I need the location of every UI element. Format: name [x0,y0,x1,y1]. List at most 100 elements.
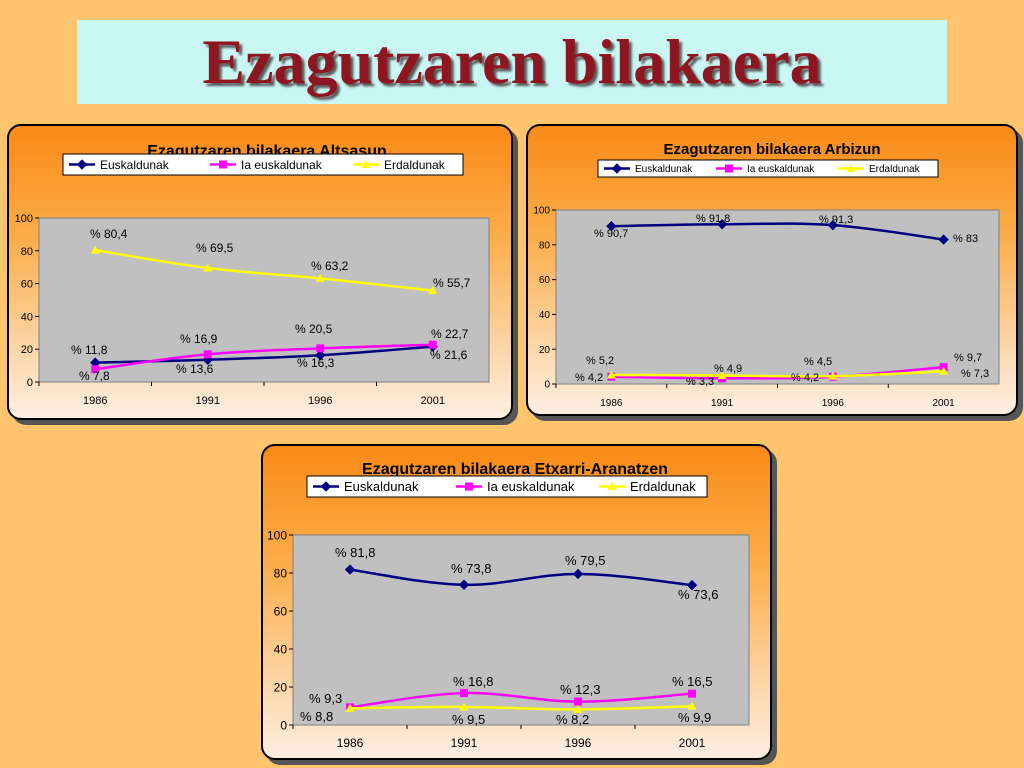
series-line [349,568,693,587]
y-tick-label: 20 [21,344,33,356]
chart-svg: Ezagutzaren bilakaera Arbizun Euskaldunak… [533,141,1000,409]
data-label: % 16,8 [453,674,493,689]
data-label: % 22,7 [431,327,469,341]
data-point [574,697,582,706]
series-line [611,365,944,380]
data-point [203,263,213,272]
data-label: % 73,8 [451,561,491,576]
series-line [349,704,693,711]
legend-marker [361,160,371,168]
data-label: % 13,6 [176,362,214,376]
data-label: % 9,3 [309,691,342,706]
data-label: % 16,3 [297,356,335,370]
y-tick-label: 20 [539,345,551,356]
y-tick-label: 40 [539,310,551,321]
legend-marker [611,163,623,174]
series-line [95,248,433,292]
y-tick-label: 100 [533,206,550,217]
data-label: % 79,5 [565,553,605,568]
data-label: % 4,5 [804,356,832,368]
data-point [717,370,727,379]
data-label: % 5,2 [586,355,614,367]
data-label: % 55,7 [433,276,471,290]
legend-label: Erdaldunak [384,158,446,172]
y-tick-label: 60 [274,604,288,618]
legend-label: Ia euskaldunak [487,479,575,494]
data-point [459,702,469,711]
data-label: % 81,8 [335,545,375,560]
data-point [573,704,583,713]
data-label: % 3,3 [686,376,714,388]
data-label: % 91,3 [819,214,853,226]
data-label: % 4,2 [575,372,603,384]
data-label: % 4,9 [714,363,742,375]
x-tick-label: 2001 [933,398,956,409]
data-label: % 91,8 [696,213,730,225]
data-point [428,286,438,295]
data-point [428,340,437,349]
chart-panel-arbizu: Ezagutzaren bilakaera Arbizun Euskaldunak… [526,124,1018,416]
data-label: % 11,8 [71,343,108,357]
legend-box [306,475,708,498]
x-tick-label: 1996 [308,395,332,407]
data-point [458,579,470,590]
y-tick-label: 100 [15,213,33,225]
data-point [686,579,698,591]
data-label: % 80,4 [90,227,128,241]
page-title: Ezagutzaren bilakaera [202,26,822,97]
data-point [606,220,617,232]
y-tick-label: 100 [267,528,287,542]
legend-label: Euskaldunak [100,158,170,172]
legend-marker [725,164,733,173]
data-label: % 21,6 [430,348,468,362]
y-tick-label: 80 [21,246,33,258]
data-point [460,689,468,698]
data-label: % 90,7 [594,228,628,240]
legend-label: Ia euskaldunak [241,158,323,172]
data-point [716,219,728,230]
y-tick-label: 80 [539,240,551,251]
x-tick-label: 1996 [822,398,845,409]
chart-title: Ezagutzaren bilakaera Etxarri-Aranatzen [362,461,668,478]
legend-marker [846,164,856,172]
series-line [95,343,433,371]
legend-label: Ia euskaldunak [747,164,815,175]
plot-area [292,534,750,726]
legend-marker [320,481,332,492]
y-tick-label: 80 [274,566,288,580]
data-point [91,365,100,374]
plot-area [38,217,490,383]
chart-svg: Ezagutzaren bilakaera Etxarri-AranatzenE… [267,461,750,750]
chart-svg: Ezagutzaren bilakaera AltsasunEuskalduna… [15,143,490,407]
legend-box [62,153,464,176]
data-point [828,371,838,380]
y-tick-label: 40 [274,642,288,656]
data-label: % 9,9 [678,710,711,725]
x-tick-label: 1996 [565,736,592,750]
x-tick-label: 1986 [600,398,623,409]
data-label: % 8,8 [300,709,333,724]
data-point [938,234,949,245]
data-point [345,703,355,712]
legend-marker [76,159,88,170]
legend-marker [607,482,617,490]
chart-panel-etxarri: Ezagutzaren bilakaera Etxarri-Aranatzen E… [261,444,772,760]
x-tick-label: 2001 [421,395,445,407]
data-label: % 63,2 [311,259,349,273]
y-tick-label: 0 [27,377,33,389]
legend-label: Erdaldunak [630,479,696,494]
data-label: % 8,2 [556,712,589,727]
legend-label: Euskaldunak [344,479,419,494]
data-point [606,370,616,379]
data-point [203,350,212,359]
data-point [90,245,100,254]
data-label: % 9,5 [452,712,485,727]
series-line [611,222,944,241]
chart-panel-altsasu: Ezagutzaren bilakaera Altsasun Euskalduna… [7,124,513,420]
title-banner: Ezagutzaren bilakaera [77,20,947,104]
x-tick-label: 1986 [83,395,107,407]
legend-marker [465,482,473,491]
data-label: % 73,6 [678,587,718,602]
data-point [315,273,325,282]
data-label: % 9,7 [954,352,982,364]
